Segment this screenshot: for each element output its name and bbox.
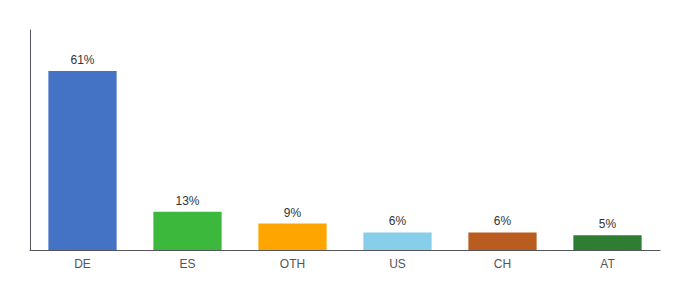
svg-text:6%: 6% [494,214,512,228]
svg-text:9%: 9% [284,206,302,220]
svg-text:13%: 13% [175,194,199,208]
svg-text:ES: ES [179,257,195,271]
svg-text:61%: 61% [70,53,94,67]
svg-text:OTH: OTH [280,257,305,271]
svg-text:AT: AT [600,257,615,271]
svg-text:5%: 5% [599,217,617,231]
svg-text:6%: 6% [389,214,407,228]
svg-text:DE: DE [74,257,91,271]
svg-text:CH: CH [494,257,511,271]
svg-text:US: US [389,257,406,271]
